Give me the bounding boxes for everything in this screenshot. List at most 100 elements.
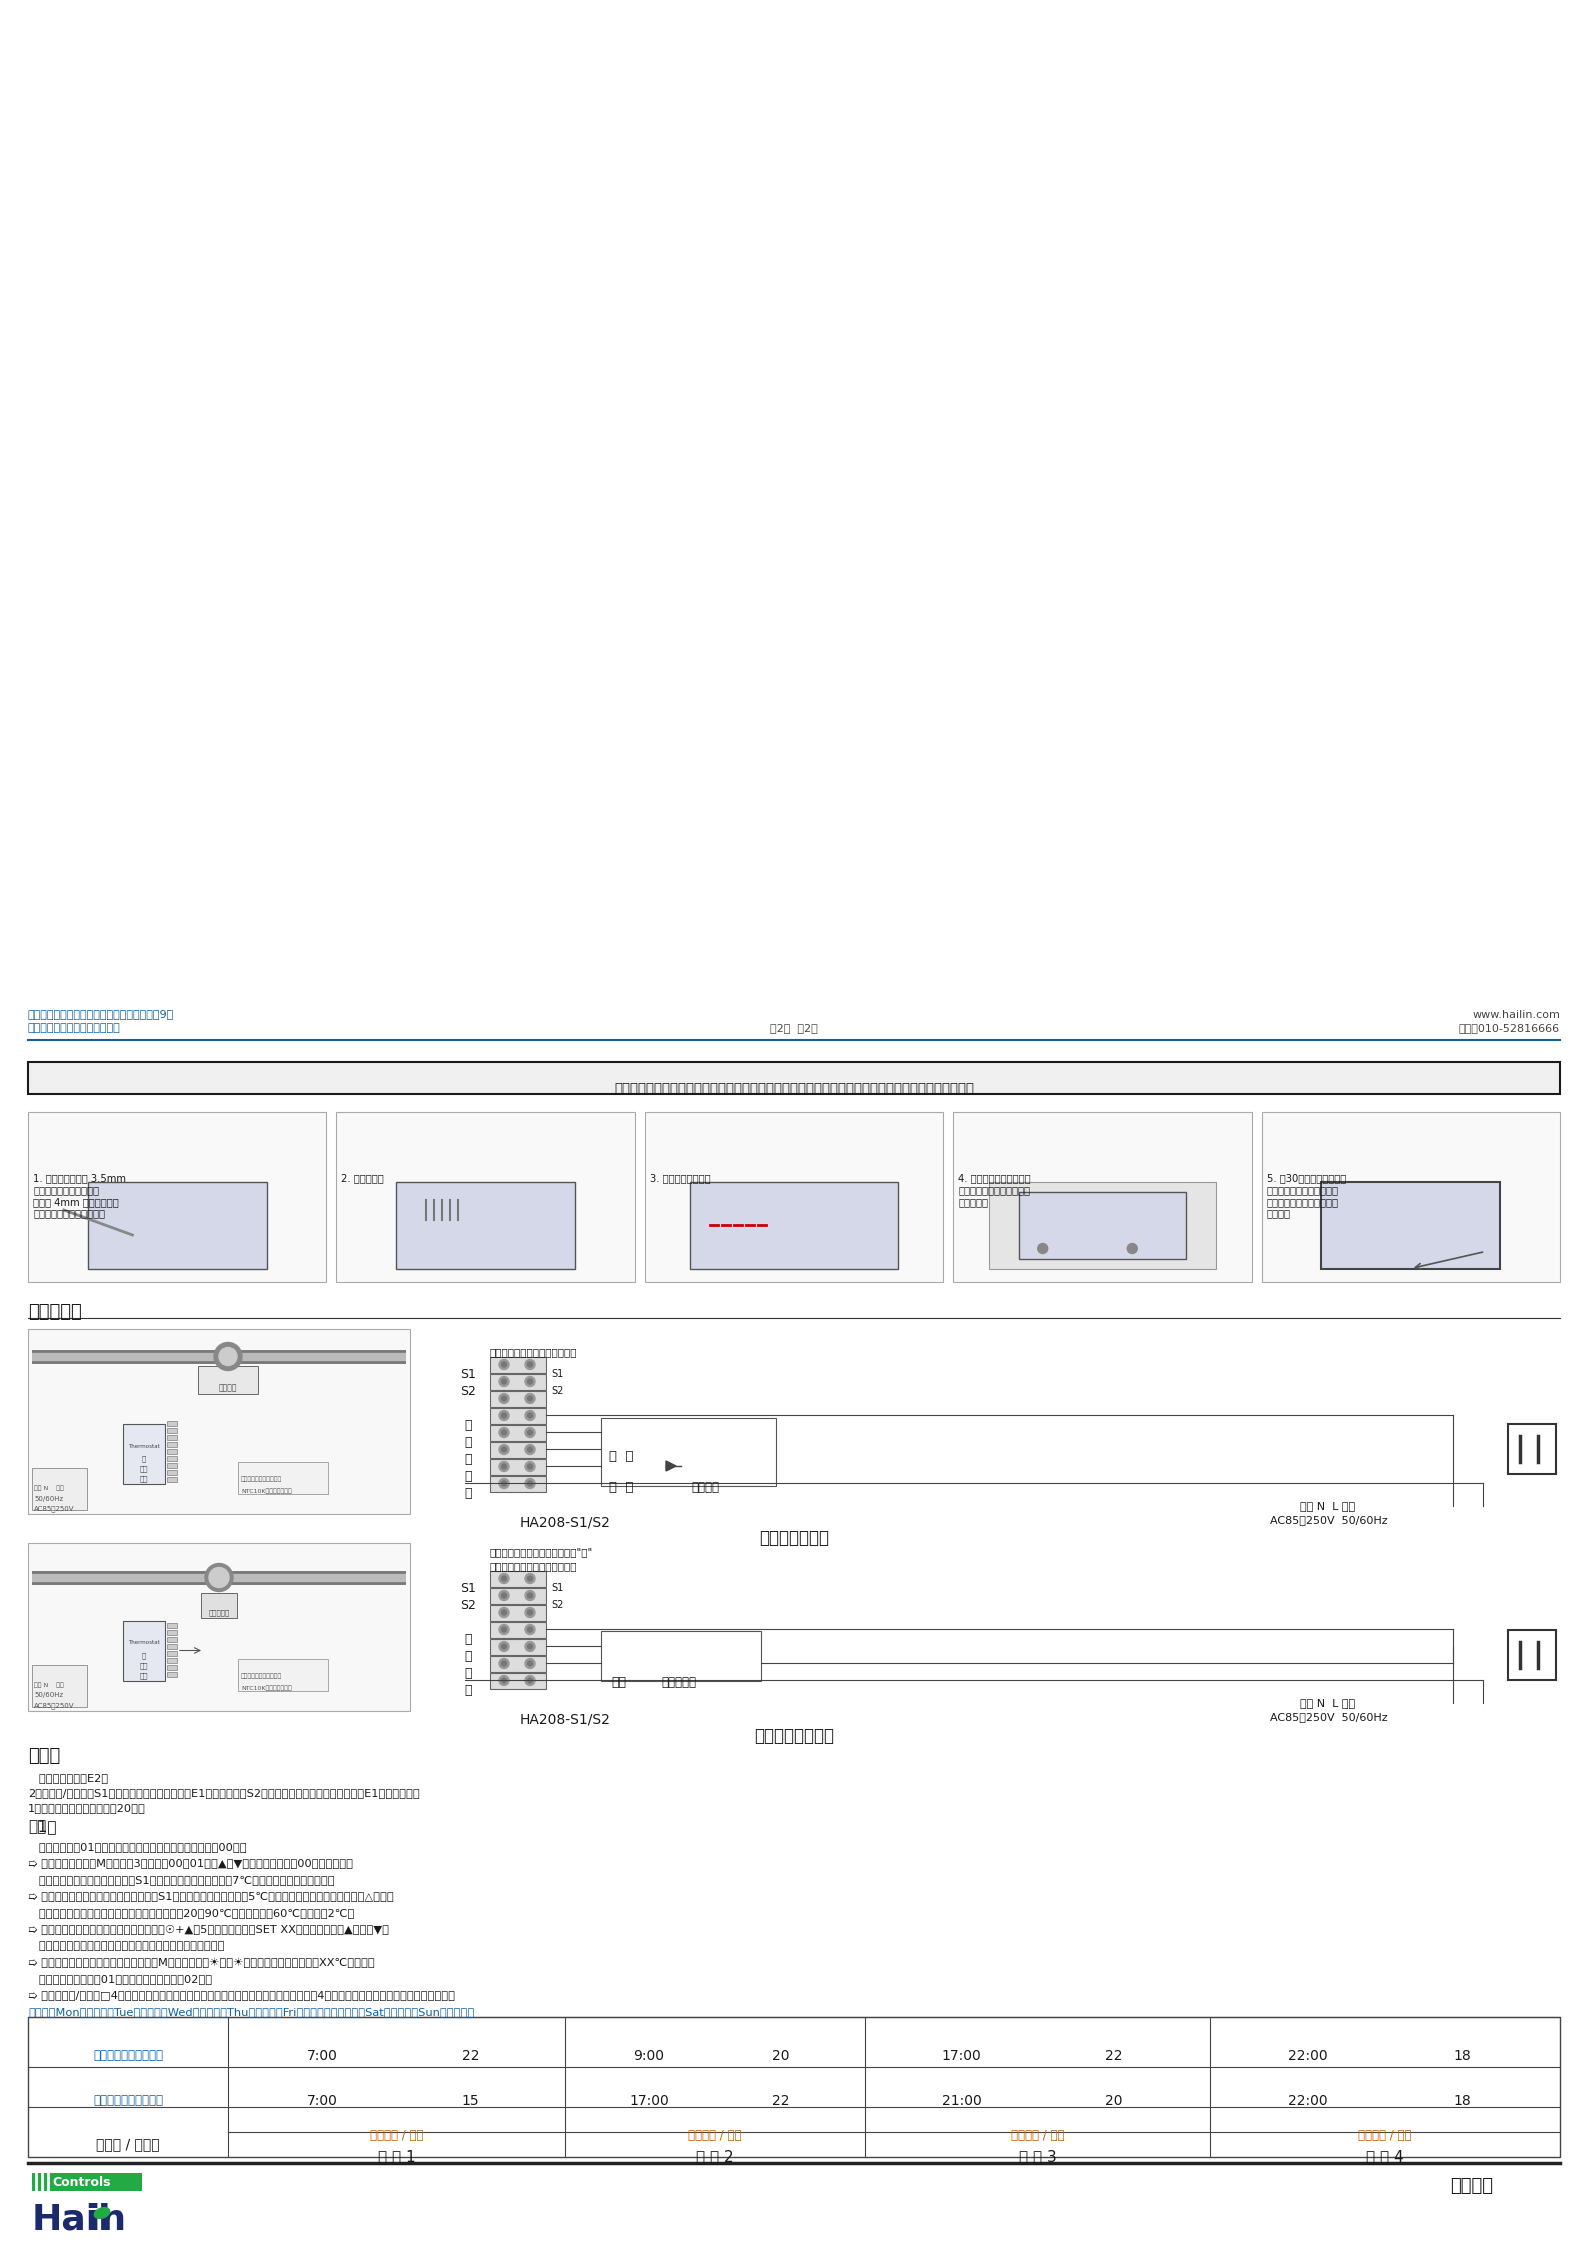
Bar <box>989 1181 1216 1268</box>
Text: 温保护功能，01」表示开启低温保护功能。出厂默认值为00」。: 温保护功能，01」表示开启低温保护功能。出厂默认值为00」。 <box>29 1841 246 1852</box>
Text: S2: S2 <box>551 1385 563 1396</box>
Text: （此外置传感器可不接）: （此外置传感器可不接） <box>241 1477 282 1482</box>
Text: 零线 N    火线: 零线 N 火线 <box>33 1486 63 1491</box>
Bar <box>1508 1423 1555 1475</box>
Text: 敬告：请严格按照接线图正确接线，切勿使水、泥浆等杂物进入温控器内，否则将会造成温控器损坏！: 敬告：请严格按照接线图正确接线，切勿使水、泥浆等杂物进入温控器内，否则将会造成温… <box>614 1082 974 1096</box>
Text: （此外置传感器可不接）: （此外置传感器可不接） <box>241 1673 282 1679</box>
Bar <box>490 1655 546 1673</box>
Text: 17:00: 17:00 <box>628 2095 668 2108</box>
Text: （注：如无外置传感器可不接）: （注：如无外置传感器可不接） <box>490 1563 578 1572</box>
Bar <box>490 1374 546 1390</box>
Text: 故障，液晶显示E2。: 故障，液晶显示E2。 <box>29 1774 108 1783</box>
Circle shape <box>498 1461 509 1470</box>
Bar <box>167 1650 178 1655</box>
Bar <box>167 1448 178 1453</box>
Bar <box>490 1475 546 1491</box>
Circle shape <box>527 1661 533 1666</box>
Bar <box>29 1542 409 1711</box>
Text: 闭: 闭 <box>465 1437 471 1448</box>
Bar <box>167 1643 178 1648</box>
Text: 1、: 1、 <box>29 1818 57 1834</box>
Text: in: in <box>87 2202 125 2236</box>
Text: 休息日（周六～周日）: 休息日（周六～周日） <box>94 2050 163 2061</box>
Circle shape <box>525 1428 535 1437</box>
Bar <box>1262 1111 1560 1282</box>
Bar <box>490 1673 546 1688</box>
Text: AC85～250V  50/60Hz: AC85～250V 50/60Hz <box>1270 1515 1387 1527</box>
Polygon shape <box>667 1461 676 1470</box>
Bar <box>238 1461 329 1493</box>
Text: HA208-S1/S2: HA208-S1/S2 <box>521 1515 611 1529</box>
Text: 22: 22 <box>1105 2050 1122 2063</box>
Circle shape <box>525 1607 535 1616</box>
Bar <box>167 1470 178 1475</box>
Text: 20: 20 <box>773 2050 790 2063</box>
Circle shape <box>498 1360 509 1369</box>
Circle shape <box>527 1594 533 1598</box>
Bar <box>490 1459 546 1475</box>
Bar <box>1322 1181 1500 1268</box>
Circle shape <box>498 1428 509 1437</box>
Text: 50/60Hz: 50/60Hz <box>33 1495 63 1502</box>
Text: 时 段 3: 时 段 3 <box>1019 2148 1057 2164</box>
Circle shape <box>501 1378 506 1383</box>
Circle shape <box>501 1610 506 1614</box>
Bar <box>690 1181 898 1268</box>
Text: 20: 20 <box>1105 2095 1122 2108</box>
Bar <box>167 1637 178 1641</box>
Circle shape <box>527 1464 533 1468</box>
Circle shape <box>525 1461 535 1470</box>
Bar <box>29 1062 1560 1093</box>
Text: 时 段 4: 时 段 4 <box>1366 2148 1404 2164</box>
Circle shape <box>525 1376 535 1387</box>
Circle shape <box>501 1396 506 1401</box>
Circle shape <box>498 1444 509 1455</box>
Text: ➯ 查看设备温度：在开机状态下，按一下M键，液晶显示☀，且☀符号闪烁，此时所显示「XX℃」即为设: ➯ 查看设备温度：在开机状态下，按一下M键，液晶显示☀，且☀符号闪烁，此时所显示… <box>29 1958 375 1967</box>
Bar <box>167 1664 178 1670</box>
Bar <box>601 1632 762 1682</box>
Bar <box>954 1111 1252 1282</box>
Text: NTC10K外置温度传感器: NTC10K外置温度传感器 <box>241 1488 292 1495</box>
Circle shape <box>498 1479 509 1488</box>
Bar <box>167 1461 178 1468</box>
Bar <box>32 1468 87 1509</box>
Circle shape <box>525 1641 535 1652</box>
Circle shape <box>501 1430 506 1435</box>
Text: 调节: 调节 <box>140 1475 148 1482</box>
Text: 电热恒温阀: 电热恒温阀 <box>662 1677 697 1688</box>
Text: 的模式切换到手动（01）或定时开关机模式（02）。: 的模式切换到手动（01）或定时开关机模式（02）。 <box>29 1973 213 1985</box>
Text: 打开供热设备；当室内温度（或S1型的供热设备温度）升高到7℃时，温控器自动关闭输出。: 打开供热设备；当室内温度（或S1型的供热设备温度）升高到7℃时，温控器自动关闭输… <box>29 1875 335 1886</box>
Circle shape <box>501 1482 506 1486</box>
Text: 22:00: 22:00 <box>1289 2095 1328 2108</box>
Text: 接线图: 接线图 <box>29 1747 60 1765</box>
Text: 2、单内置/单外置（S1）型传感器故障，液晶显示E1；双温双控（S2）型，内置传感器故障，液晶显示E1，外置传感器: 2、单内置/单外置（S1）型传感器故障，液晶显示E1；双温双控（S2）型，内置传… <box>29 1789 419 1798</box>
Circle shape <box>525 1675 535 1686</box>
Text: AC85～250V: AC85～250V <box>33 1506 75 1513</box>
Text: 调节: 调节 <box>140 1673 148 1679</box>
Text: Thermostat: Thermostat <box>129 1641 160 1646</box>
Bar <box>238 1659 329 1690</box>
Text: 22: 22 <box>462 2050 479 2063</box>
Circle shape <box>498 1607 509 1616</box>
Text: 零线 N  L 火线: 零线 N L 火线 <box>1300 1502 1355 1511</box>
Text: 安装示意图: 安装示意图 <box>29 1304 83 1322</box>
Circle shape <box>501 1448 506 1453</box>
Text: 备温度。单温单元无此功能。且不用接后置设备温度传感器。: 备温度。单温单元无此功能。且不用接后置设备温度传感器。 <box>29 1942 224 1951</box>
Text: S2: S2 <box>551 1601 563 1610</box>
Circle shape <box>498 1574 509 1583</box>
Text: Controls: Controls <box>52 2175 111 2189</box>
Text: S1: S1 <box>551 1369 563 1378</box>
Ellipse shape <box>94 2207 110 2218</box>
Circle shape <box>209 1567 229 1587</box>
Text: 工作日 / 休息日: 工作日 / 休息日 <box>97 2137 160 2151</box>
Text: 电动球阀: 电动球阀 <box>690 1482 719 1493</box>
Circle shape <box>527 1576 533 1580</box>
Bar <box>167 1673 178 1677</box>
Bar <box>490 1426 546 1441</box>
Text: 3. 按接线图正确接线: 3. 按接线图正确接线 <box>649 1174 711 1183</box>
Text: 工作日（周一～周五）: 工作日（周一～周五） <box>94 2095 163 2108</box>
Circle shape <box>525 1410 535 1421</box>
Text: 7:00: 7:00 <box>306 2095 338 2108</box>
Text: www.hailin.com: www.hailin.com <box>1473 1010 1560 1019</box>
Text: 22: 22 <box>773 2095 790 2108</box>
